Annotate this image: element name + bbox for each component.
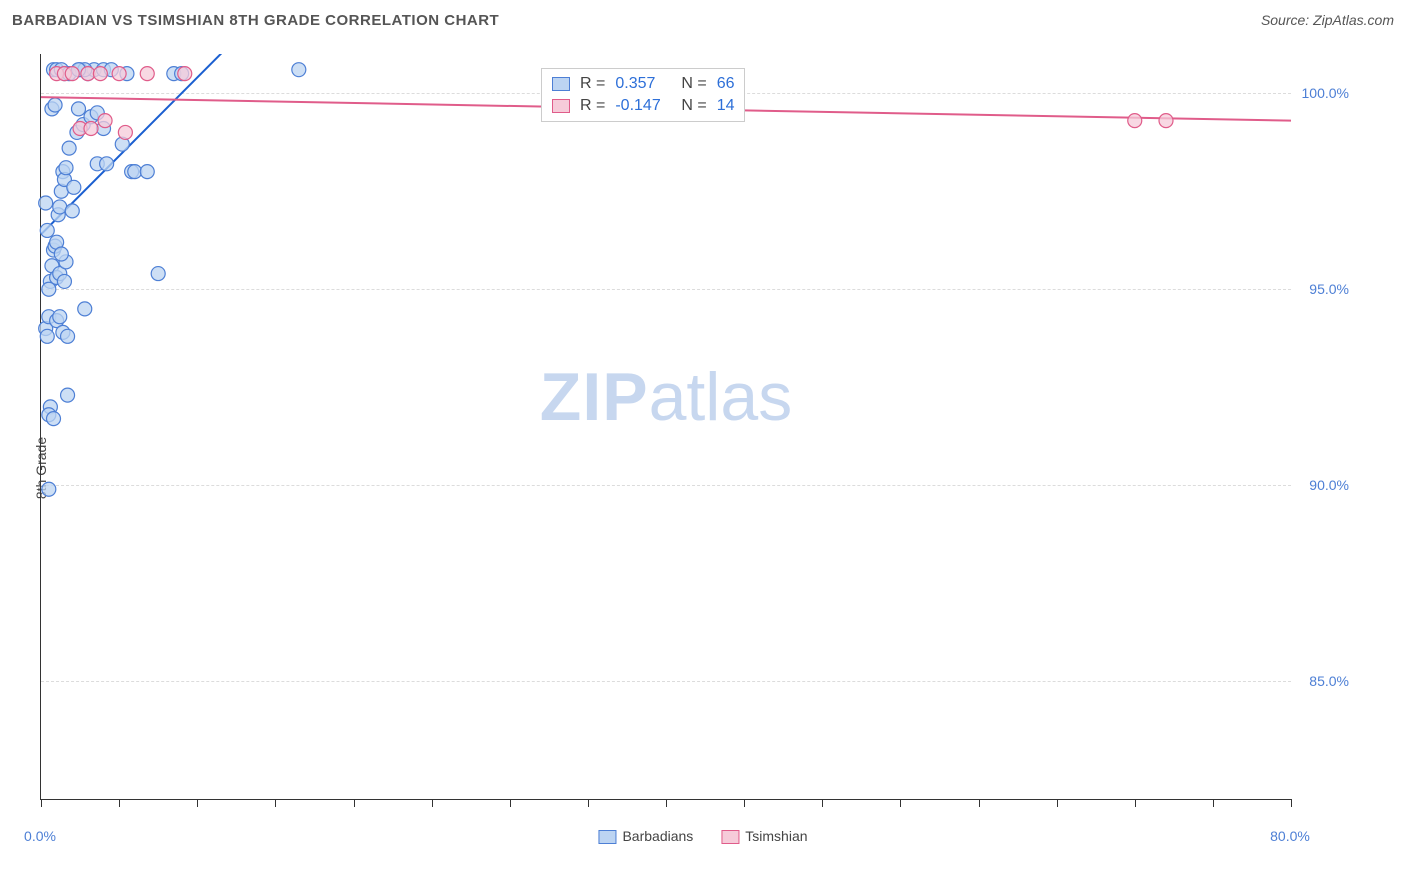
stats-n-label: N = xyxy=(681,75,706,93)
data-point xyxy=(67,180,81,194)
stats-row: R = 0.357 N = 66 xyxy=(552,73,734,95)
svg-layer xyxy=(41,54,1291,799)
data-point xyxy=(98,114,112,128)
data-point xyxy=(118,125,132,139)
data-point xyxy=(39,196,53,210)
legend-swatch-icon xyxy=(552,99,570,113)
x-tick xyxy=(1057,799,1058,807)
x-tick xyxy=(1213,799,1214,807)
data-point xyxy=(78,302,92,316)
chart-container: 8th Grade ZIPatlas 85.0%90.0%95.0%100.0%… xyxy=(0,44,1406,892)
y-tick-label: 85.0% xyxy=(1309,673,1349,689)
stats-r-value: -0.147 xyxy=(615,97,671,115)
data-point xyxy=(72,102,86,116)
header: BARBADIAN VS TSIMSHIAN 8TH GRADE CORRELA… xyxy=(0,0,1406,44)
x-tick-label: 0.0% xyxy=(24,828,56,844)
data-point xyxy=(53,310,67,324)
x-tick xyxy=(510,799,511,807)
data-point xyxy=(292,63,306,77)
data-point xyxy=(65,67,79,81)
x-tick xyxy=(432,799,433,807)
x-tick xyxy=(354,799,355,807)
data-point xyxy=(54,247,68,261)
stats-row: R = -0.147 N = 14 xyxy=(552,95,734,117)
data-point xyxy=(59,161,73,175)
data-point xyxy=(1128,114,1142,128)
x-tick xyxy=(744,799,745,807)
y-tick-label: 90.0% xyxy=(1309,477,1349,493)
data-point xyxy=(57,274,71,288)
data-point xyxy=(40,223,54,237)
data-point xyxy=(178,67,192,81)
x-tick xyxy=(275,799,276,807)
data-point xyxy=(42,482,56,496)
data-point xyxy=(93,67,107,81)
x-tick xyxy=(666,799,667,807)
data-point xyxy=(1159,114,1173,128)
x-tick xyxy=(900,799,901,807)
data-point xyxy=(47,412,61,426)
stats-r-label: R = xyxy=(580,97,605,115)
plot-area: ZIPatlas 85.0%90.0%95.0%100.0%R =0.357N … xyxy=(40,54,1291,800)
legend-item: Tsimshian xyxy=(721,828,807,844)
y-tick-label: 100.0% xyxy=(1302,85,1349,101)
data-point xyxy=(112,67,126,81)
legend-swatch-icon xyxy=(721,830,739,844)
x-tick xyxy=(1135,799,1136,807)
data-point xyxy=(40,329,54,343)
x-tick xyxy=(119,799,120,807)
x-tick xyxy=(979,799,980,807)
x-tick xyxy=(197,799,198,807)
legend-label: Barbadians xyxy=(622,828,693,844)
data-point xyxy=(53,200,67,214)
legend: Barbadians Tsimshian xyxy=(598,828,807,844)
data-point xyxy=(48,98,62,112)
x-tick xyxy=(41,799,42,807)
data-point xyxy=(84,122,98,136)
data-point xyxy=(62,141,76,155)
legend-swatch-icon xyxy=(598,830,616,844)
data-point xyxy=(65,204,79,218)
chart-title: BARBADIAN VS TSIMSHIAN 8TH GRADE CORRELA… xyxy=(12,12,499,29)
stats-n-label: N = xyxy=(681,97,706,115)
x-tick xyxy=(822,799,823,807)
x-tick-label: 80.0% xyxy=(1270,828,1310,844)
data-point xyxy=(140,67,154,81)
y-tick-label: 95.0% xyxy=(1309,281,1349,297)
stats-n-value: 14 xyxy=(717,97,735,115)
data-point xyxy=(61,388,75,402)
data-point xyxy=(151,267,165,281)
legend-swatch-icon xyxy=(552,77,570,91)
stats-r-label: R = xyxy=(580,75,605,93)
data-point xyxy=(100,157,114,171)
x-tick xyxy=(588,799,589,807)
data-point xyxy=(140,165,154,179)
data-point xyxy=(61,329,75,343)
x-tick xyxy=(1291,799,1292,807)
stats-r-value: 0.357 xyxy=(615,75,671,93)
stats-n-value: 66 xyxy=(717,75,735,93)
legend-label: Tsimshian xyxy=(745,828,807,844)
legend-item: Barbadians xyxy=(598,828,693,844)
data-point xyxy=(128,165,142,179)
stats-box: R = 0.357 N = 66 R = -0.147 N = 14 xyxy=(541,68,745,122)
source-attribution: Source: ZipAtlas.com xyxy=(1261,12,1394,28)
